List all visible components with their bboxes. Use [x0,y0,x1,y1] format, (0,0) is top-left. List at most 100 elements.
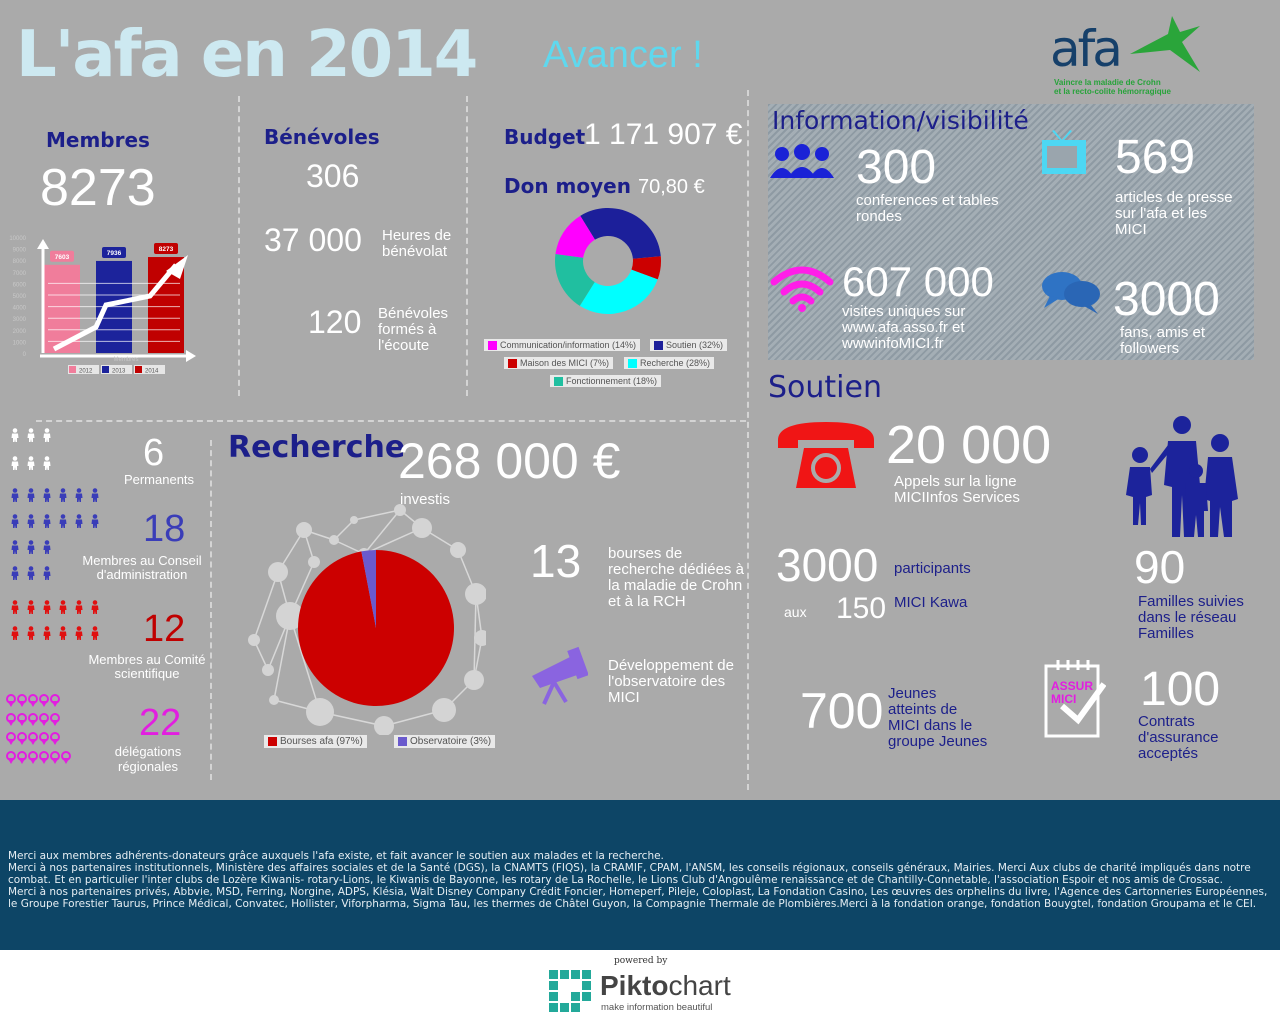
donut-legend-item: Fonctionnement (18%) [550,375,662,387]
y-tick-label: 8000 [13,259,27,265]
budget-value: 1 171 907 € [584,118,743,151]
location-pin-icon [39,694,49,707]
legend-swatch [69,366,76,373]
comite-value: 12 [143,608,186,650]
network-link [253,571,279,641]
y-tick-label: 4000 [13,306,27,312]
conseil-value: 18 [143,508,186,550]
person-icon [11,600,19,614]
information-heading: Information/visibilité [772,106,1029,135]
don-moyen-heading: Don moyen [504,174,631,198]
network-link [353,509,401,521]
aux-label: aux [784,604,807,620]
legend-swatch [268,737,277,746]
person-icon [43,514,51,528]
network-link [363,527,423,555]
telescope-icon [532,646,588,705]
legend-label: 2012 [79,369,93,375]
tv-icon [1042,130,1086,174]
footer-line: Merci à nos partenaires privés, Abbvie, … [8,886,1268,910]
page-title: L'afa en 2014 [16,18,478,92]
y-tick-label: 2000 [13,329,27,335]
benevoles-trained-value: 120 [308,304,362,340]
chat-icon [1042,272,1100,314]
don-moyen-value: 70,80 € [638,176,705,198]
person-icon [75,626,83,640]
donut-slice [580,208,661,259]
info-label-3000: fans, amis et followers [1120,324,1206,357]
divider [238,96,240,396]
network-link [289,615,321,713]
permanents-value: 6 [143,432,165,474]
person-icon [75,488,83,502]
legend-swatch [628,358,637,368]
location-pin-icon [6,694,16,707]
wifi-icon [770,266,834,312]
benevoles-count: 306 [306,158,360,194]
network-node [374,716,394,735]
location-pin-icon [28,713,38,726]
bourses-label: bourses de recherche dédiées à la maladi… [608,545,744,610]
person-icon [27,514,35,528]
person-icon [11,488,19,502]
legend-label: 2014 [145,369,159,375]
data-label-bg [102,246,126,258]
jeunes-label: Jeunes atteints de MICI dans le groupe J… [888,685,988,750]
person-icon [27,488,35,502]
kawa-value: 150 [836,592,887,625]
benevoles-trained-label: Bénévoles formés à l'écoute [378,305,449,354]
donut-slice [579,269,658,314]
network-link [363,509,401,555]
person-icon [11,566,19,580]
network-node [432,698,456,722]
info-label-300: conferences et tables rondes [856,192,999,225]
benevoles-hours-value: 37 000 [264,222,362,258]
network-node [412,518,432,538]
familles-label: Familles suivies dans le réseau Familles [1138,593,1244,642]
location-pin-icon [28,751,38,764]
y-axis-arrow [37,239,49,249]
recherche-pie-chart [298,550,454,706]
familles-value: 90 [1134,541,1186,593]
contrats-value: 100 [1140,663,1221,716]
info-value-300: 300 [856,141,937,194]
donut-slice [555,254,595,306]
afa-bird-icon [1130,16,1200,72]
data-label: 8273 [159,246,174,253]
legend-label: Recherche (28%) [640,358,711,368]
budget-heading: Budget [504,125,586,149]
recherche-sub: investis [400,491,451,508]
person-icon [27,566,35,580]
appels-label: Appels sur la ligne MICIInfos Services [894,473,1020,506]
membres-heading: Membres [46,128,150,152]
piktochart-wordmark[interactable]: Piktochart [600,970,731,1002]
benevoles-hours-label: Heures de bénévolat [382,227,452,260]
location-pin-icon [6,751,16,764]
legend-label: Observatoire (3%) [410,736,492,747]
info-label-607000: visites uniques sur www.afa.asso.fr et w… [842,303,966,352]
person-icon [43,428,51,442]
divider [210,440,212,780]
delegations-value: 22 [139,702,182,744]
appels-value: 20 000 [886,415,1052,475]
powered-by: powered by [614,956,668,966]
pie-slice [361,550,376,628]
person-icon [75,514,83,528]
person-icon [75,600,83,614]
network-node [269,695,279,705]
person-icon [11,456,19,470]
legend-swatch [488,340,497,350]
network-node [350,516,358,524]
contrats-label: Contrats d'assurance acceptés [1138,713,1219,762]
network-node [394,504,406,516]
y-tick-label: 0 [23,352,27,358]
location-pin-icon [17,694,27,707]
soutien-heading: Soutien [768,370,882,405]
membres-bar-chart: 0 1000 2000 3000 4000 5000 6000 7000 8000 9000 100… [9,236,196,375]
donut-legend-item: Recherche (28%) [624,357,715,369]
network-node [276,602,304,630]
legend-item [68,365,99,374]
legend-swatch [508,358,517,368]
y-tick-label: 10000 [9,236,26,242]
person-icon [59,488,67,502]
